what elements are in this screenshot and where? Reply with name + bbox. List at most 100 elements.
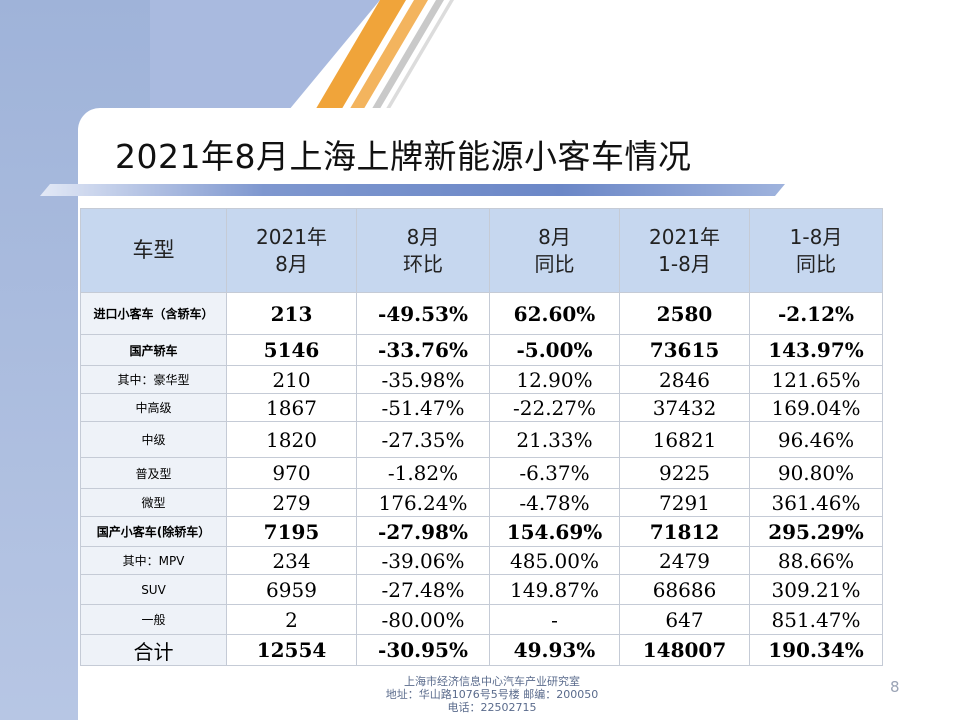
header-cell: 2021年 8月 <box>226 208 357 293</box>
value-cell: -27.98% <box>356 516 490 547</box>
value-cell: 1867 <box>226 393 357 422</box>
footer-line: 地址：华山路1076号5号楼 邮编：200050 <box>385 688 599 701</box>
value-cell: 12.90% <box>489 365 620 394</box>
value-cell: 210 <box>226 365 357 394</box>
value-cell: -6.37% <box>489 457 620 489</box>
table-header-row: 车型 2021年 8月 8月 环比 8月 同比 2021年 1-8月 1-8月 … <box>80 208 883 293</box>
table-row: 国产小客车(除轿车） 7195 -27.98% 154.69% 71812 295.29% <box>80 516 883 547</box>
orange-stripe-1 <box>314 0 406 112</box>
row-label-cell: 其中：MPV <box>80 546 227 575</box>
value-cell: 279 <box>226 488 357 517</box>
value-cell: - <box>489 604 620 635</box>
value-cell: 62.60% <box>489 292 620 335</box>
row-label-cell: 微型 <box>80 488 227 517</box>
value-cell: 68686 <box>619 574 750 605</box>
value-cell: 2 <box>226 604 357 635</box>
value-cell: -80.00% <box>356 604 490 635</box>
value-cell: 6959 <box>226 574 357 605</box>
row-label-cell: 合计 <box>80 634 227 666</box>
footer-info: 上海市经济信息中心汽车产业研究室 地址：华山路1076号5号楼 邮编：20005… <box>372 675 612 714</box>
header-cell: 8月 同比 <box>489 208 620 293</box>
value-cell: 88.66% <box>749 546 883 575</box>
row-label-cell: 国产轿车 <box>80 334 227 366</box>
row-label-cell: 中高级 <box>80 393 227 422</box>
row-label-cell: 进口小客车（含轿车） <box>80 292 227 335</box>
value-cell: 2846 <box>619 365 750 394</box>
table-row: 其中：豪华型 210 -35.98% 12.90% 2846 121.65% <box>80 365 883 394</box>
slide-title: 2021年8月上海上牌新能源小客车情况 <box>115 137 692 176</box>
value-cell: 213 <box>226 292 357 335</box>
gray-stripe-1 <box>370 0 444 112</box>
value-cell: 176.24% <box>356 488 490 517</box>
value-cell: 485.00% <box>489 546 620 575</box>
table-row: 国产轿车 5146 -33.76% -5.00% 73615 143.97% <box>80 334 883 366</box>
table-row: 合计 12554 -30.95% 49.93% 148007 190.34% <box>80 634 883 666</box>
table-row: 普及型 970 -1.82% -6.37% 9225 90.80% <box>80 457 883 489</box>
value-cell: 7291 <box>619 488 750 517</box>
value-cell: 169.04% <box>749 393 883 422</box>
row-label-cell: 一般 <box>80 604 227 635</box>
value-cell: 295.29% <box>749 516 883 547</box>
value-cell: 16821 <box>619 421 750 458</box>
data-table: 车型 2021年 8月 8月 环比 8月 同比 2021年 1-8月 1-8月 … <box>80 208 883 666</box>
table-row: 中级 1820 -27.35% 21.33% 16821 96.46% <box>80 421 883 458</box>
table-row: 中高级 1867 -51.47% -22.27% 37432 169.04% <box>80 393 883 422</box>
header-cell: 2021年 1-8月 <box>619 208 750 293</box>
table-row: 一般 2 -80.00% -647 851.47% <box>80 604 883 635</box>
value-cell: 90.80% <box>749 457 883 489</box>
value-cell: 73615 <box>619 334 750 366</box>
value-cell: -2.12% <box>749 292 883 335</box>
value-cell: 970 <box>226 457 357 489</box>
value-cell: -22.27% <box>489 393 620 422</box>
value-cell: 9225 <box>619 457 750 489</box>
row-label-cell: 普及型 <box>80 457 227 489</box>
value-cell: -51.47% <box>356 393 490 422</box>
value-cell: -35.98% <box>356 365 490 394</box>
value-cell: -1.82% <box>356 457 490 489</box>
header-cell: 车型 <box>80 208 227 293</box>
value-cell: 49.93% <box>489 634 620 666</box>
value-cell: 12554 <box>226 634 357 666</box>
row-label-cell: 国产小客车(除轿车） <box>80 516 227 547</box>
value-cell: 234 <box>226 546 357 575</box>
value-cell: 309.21% <box>749 574 883 605</box>
value-cell: 37432 <box>619 393 750 422</box>
row-label-cell: 其中：豪华型 <box>80 365 227 394</box>
value-cell: -27.48% <box>356 574 490 605</box>
value-cell: 647 <box>619 604 750 635</box>
footer-line: 上海市经济信息中心汽车产业研究室 <box>404 675 580 688</box>
gray-stripe-2 <box>384 0 454 112</box>
table-row: 进口小客车（含轿车） 213 -49.53% 62.60% 2580 -2.12% <box>80 292 883 335</box>
value-cell: -30.95% <box>356 634 490 666</box>
page-number: 8 <box>890 678 900 696</box>
value-cell: 71812 <box>619 516 750 547</box>
value-cell: 190.34% <box>749 634 883 666</box>
value-cell: 21.33% <box>489 421 620 458</box>
row-label-cell: SUV <box>80 574 227 605</box>
value-cell: 2479 <box>619 546 750 575</box>
header-cell: 8月 环比 <box>356 208 490 293</box>
footer-line: 电话：22502715 <box>447 701 537 714</box>
value-cell: -33.76% <box>356 334 490 366</box>
value-cell: 96.46% <box>749 421 883 458</box>
value-cell: 2580 <box>619 292 750 335</box>
orange-stripe-2 <box>348 0 428 112</box>
value-cell: 148007 <box>619 634 750 666</box>
value-cell: 149.87% <box>489 574 620 605</box>
value-cell: 7195 <box>226 516 357 547</box>
table-row: 微型 279 176.24% -4.78% 7291 361.46% <box>80 488 883 517</box>
value-cell: 361.46% <box>749 488 883 517</box>
value-cell: 1820 <box>226 421 357 458</box>
value-cell: 851.47% <box>749 604 883 635</box>
table-row: SUV 6959 -27.48% 149.87% 68686 309.21% <box>80 574 883 605</box>
value-cell: -27.35% <box>356 421 490 458</box>
value-cell: -39.06% <box>356 546 490 575</box>
value-cell: -4.78% <box>489 488 620 517</box>
value-cell: 121.65% <box>749 365 883 394</box>
table-row: 其中：MPV 234 -39.06% 485.00% 2479 88.66% <box>80 546 883 575</box>
value-cell: 143.97% <box>749 334 883 366</box>
value-cell: 5146 <box>226 334 357 366</box>
row-label-cell: 中级 <box>80 421 227 458</box>
title-underline-bar <box>40 184 785 196</box>
value-cell: -5.00% <box>489 334 620 366</box>
